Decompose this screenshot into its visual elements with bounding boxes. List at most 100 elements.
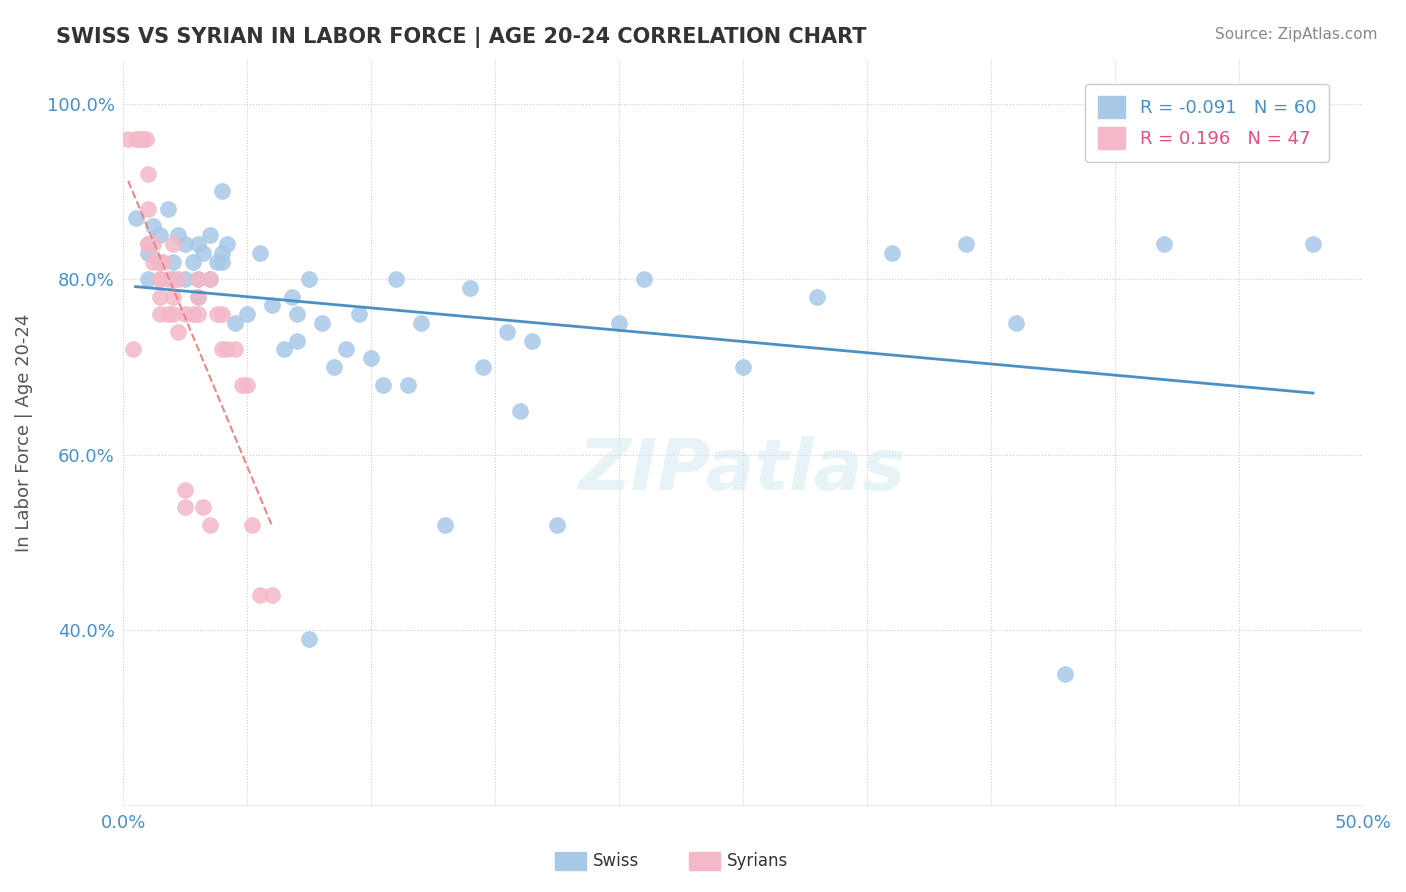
Point — [136, 237, 159, 252]
Text: SWISS VS SYRIAN IN LABOR FORCE | AGE 20-24 CORRELATION CHART: SWISS VS SYRIAN IN LABOR FORCE | AGE 20-… — [56, 27, 866, 48]
Point — [135, 131, 157, 145]
Point — [174, 483, 197, 497]
Point — [156, 307, 179, 321]
Point — [496, 325, 519, 339]
Point — [207, 307, 229, 321]
Point — [187, 272, 209, 286]
Point — [434, 518, 457, 533]
Point — [298, 632, 321, 647]
Point — [298, 272, 321, 286]
Point — [607, 316, 630, 330]
Point — [471, 359, 494, 374]
Point — [174, 307, 197, 321]
Point — [249, 245, 271, 260]
Point — [187, 290, 209, 304]
Point — [880, 245, 903, 260]
Point — [1004, 316, 1026, 330]
Point — [149, 272, 172, 286]
Point — [347, 307, 370, 321]
Point — [156, 272, 179, 286]
Point — [187, 272, 209, 286]
Point — [174, 272, 197, 286]
Point — [162, 237, 184, 252]
Point — [211, 343, 233, 357]
Point — [124, 211, 146, 225]
Point — [162, 272, 184, 286]
Point — [187, 290, 209, 304]
Point — [211, 254, 233, 268]
Y-axis label: In Labor Force | Age 20-24: In Labor Force | Age 20-24 — [15, 314, 32, 552]
Point — [211, 307, 233, 321]
Text: Source: ZipAtlas.com: Source: ZipAtlas.com — [1215, 27, 1378, 42]
Point — [136, 202, 159, 216]
Point — [285, 307, 308, 321]
Point — [217, 343, 239, 357]
Point — [132, 131, 155, 145]
Point — [633, 272, 655, 286]
Point — [224, 343, 246, 357]
Point — [198, 272, 221, 286]
Point — [217, 237, 239, 252]
Point — [360, 351, 382, 366]
Point — [509, 404, 531, 418]
Point — [149, 307, 172, 321]
Point — [458, 281, 481, 295]
Point — [385, 272, 408, 286]
Point — [122, 343, 145, 357]
Point — [198, 518, 221, 533]
Point — [149, 290, 172, 304]
Point — [187, 237, 209, 252]
Point — [166, 325, 188, 339]
Point — [546, 518, 568, 533]
Point — [149, 272, 172, 286]
Text: Syrians: Syrians — [727, 852, 789, 870]
Point — [522, 334, 544, 348]
Point — [146, 254, 169, 268]
Text: ZIPatlas: ZIPatlas — [579, 435, 907, 505]
Point — [142, 237, 165, 252]
Point — [129, 131, 152, 145]
Point — [124, 131, 146, 145]
Point — [236, 307, 259, 321]
Point — [191, 245, 214, 260]
Legend: R = -0.091   N = 60, R = 0.196   N = 47: R = -0.091 N = 60, R = 0.196 N = 47 — [1085, 84, 1329, 162]
Point — [152, 254, 174, 268]
Point — [181, 254, 204, 268]
Point — [249, 588, 271, 602]
Point — [311, 316, 333, 330]
Point — [285, 334, 308, 348]
Point — [955, 237, 977, 252]
Point — [149, 254, 172, 268]
Point — [187, 307, 209, 321]
Point — [166, 272, 188, 286]
Point — [136, 272, 159, 286]
Point — [322, 359, 344, 374]
Point — [211, 184, 233, 198]
Point — [1054, 667, 1077, 681]
Point — [127, 131, 149, 145]
Point — [191, 500, 214, 515]
Point — [211, 245, 233, 260]
Point — [136, 237, 159, 252]
Point — [1302, 237, 1324, 252]
Point — [198, 228, 221, 243]
Point — [260, 298, 283, 312]
Point — [117, 131, 139, 145]
Point — [373, 377, 395, 392]
Point — [273, 343, 295, 357]
Point — [281, 290, 304, 304]
Point — [731, 359, 754, 374]
Point — [236, 377, 259, 392]
Point — [136, 237, 159, 252]
Point — [162, 290, 184, 304]
Point — [162, 307, 184, 321]
Point — [181, 307, 204, 321]
Point — [207, 254, 229, 268]
Point — [806, 290, 828, 304]
Point — [396, 377, 419, 392]
Point — [136, 167, 159, 181]
Point — [162, 254, 184, 268]
Point — [142, 254, 165, 268]
Point — [136, 245, 159, 260]
Point — [166, 228, 188, 243]
